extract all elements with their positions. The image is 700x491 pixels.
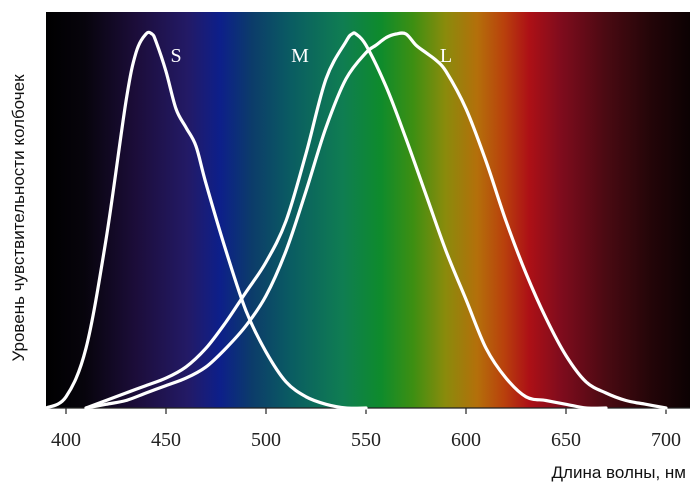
series-line-L — [84, 31, 668, 410]
x-tick-label-500: 500 — [251, 429, 281, 451]
x-axis-ticks: 400 450 500 550 600 650 700 — [51, 408, 681, 451]
series-lines — [44, 30, 668, 410]
x-tick-label-400: 400 — [51, 429, 81, 451]
x-tick-label-700: 700 — [651, 429, 681, 451]
x-tick-label-450: 450 — [151, 429, 181, 451]
y-axis-title: Уровень чувствительности колбочек — [9, 74, 28, 362]
series-line-S — [44, 30, 368, 410]
series-label-M: M — [291, 45, 309, 67]
plot-background — [46, 12, 690, 408]
series-label-L: L — [440, 45, 452, 67]
series-label-S: S — [170, 45, 181, 67]
x-tick-label-550: 550 — [351, 429, 381, 451]
x-tick-label-600: 600 — [451, 429, 481, 451]
x-tick-label-650: 650 — [551, 429, 581, 451]
series-line-M — [84, 31, 608, 410]
x-axis-title: Длина волны, нм — [552, 463, 686, 482]
